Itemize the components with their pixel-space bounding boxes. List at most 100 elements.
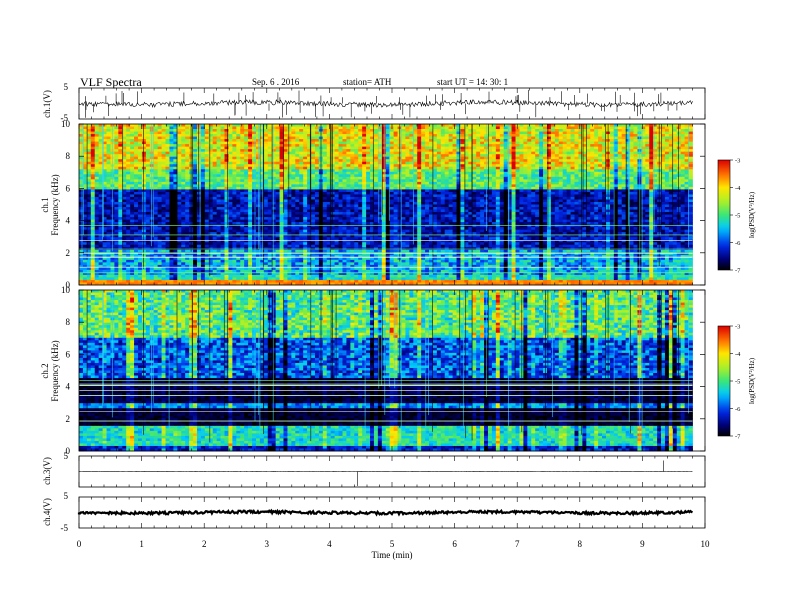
ch1-spectrogram-cell (625, 129, 630, 132)
ch1-spectrogram-cell (436, 136, 442, 140)
ch1-spectrogram-cell (157, 196, 162, 200)
ch1-spectrogram-cell (137, 181, 143, 185)
ch1-spectrogram-cell (299, 161, 304, 165)
ch1-spectrogram-cell (118, 154, 123, 158)
ch1-spectrogram-cell (649, 131, 654, 135)
ch1-spectrogram-cell (480, 126, 485, 130)
ch1-spectrogram-cell (82, 129, 88, 132)
ch1-spectrogram-cell (161, 194, 166, 198)
ch1-spectrogram-cell (645, 181, 650, 185)
ch1-spectrogram-cell (602, 141, 607, 145)
ch1-spectrogram-cell (566, 156, 571, 160)
ch1-spectrogram-cell (283, 201, 288, 205)
ch1-spectrogram-cell (259, 171, 265, 175)
ch1-spectrogram-cell (326, 194, 332, 198)
ch1-spectrogram-cell (169, 146, 174, 150)
ch1-spectrogram-cell (157, 124, 162, 127)
ch1-spectrogram-cell (393, 131, 398, 135)
ch1-spectrogram-cell (322, 186, 328, 190)
ch1-spectrogram-cell (350, 124, 355, 127)
ch1-spectrogram-cell (169, 181, 174, 185)
ch1-spectrogram-cell (134, 149, 139, 153)
ch1-spectrogram-cell (429, 126, 434, 130)
ch1-spectrogram-cell (550, 184, 556, 188)
ch1-spectrogram-cell (350, 194, 355, 198)
ch1-spectrogram-cell (358, 201, 363, 205)
ch1-spectrogram-cell (122, 189, 127, 193)
ch1-spectrogram-cell (476, 136, 481, 140)
ch1-spectrogram-cell (653, 199, 658, 203)
ch1-spectrogram-cell (515, 174, 520, 178)
ch1-spectrogram-cell (106, 174, 111, 178)
ch1-spectrogram-cell (456, 186, 461, 190)
ch1-spectrogram-cell (566, 139, 571, 143)
ch1-spectrogram-cell (590, 176, 595, 180)
ch1-spectrogram-cell (165, 164, 170, 168)
ch1-spectrogram-cell (562, 124, 568, 127)
ch1-spectrogram-cell (275, 196, 280, 200)
ch1-spectrogram-cell (381, 184, 387, 188)
ch1-spectrogram-cell (303, 126, 308, 130)
ch1-spectrogram-cell (664, 126, 670, 130)
ch1-spectrogram-cell (271, 149, 277, 153)
ch1-spectrogram-cell (338, 164, 343, 168)
ch1-spectrogram-cell (495, 124, 501, 127)
ch1-spectrogram-cell (558, 176, 564, 180)
ch1-spectrogram-cell (385, 189, 391, 193)
ch1-spectrogram-cell (621, 161, 627, 165)
ch1-spectrogram-cell (314, 181, 320, 185)
ch1-spectrogram-cell (539, 124, 544, 127)
ch1-spectrogram-cell (405, 191, 410, 195)
ch1-spectrogram-cell (480, 176, 485, 180)
ch1-spectrogram-cell (531, 136, 536, 140)
ch1-spectrogram-cell (550, 149, 556, 153)
ch1-spectrogram-cell (122, 176, 127, 180)
ch1-spectrogram-cell (204, 186, 210, 190)
ch1-spectrogram-cell (228, 166, 233, 170)
ch1-spectrogram-cell (161, 196, 166, 200)
ch1-spectrogram-cell (240, 174, 245, 178)
ch1-spectrogram-cell (291, 164, 296, 168)
ch1-spectrogram-cell (527, 184, 532, 188)
ch1-spectrogram-cell (200, 146, 206, 150)
ch1-spectrogram-cell (130, 129, 135, 132)
ch1-spectrogram-cell (283, 141, 288, 145)
ch1-spectrogram-cell (499, 169, 505, 173)
ch1-spectrogram-cell (354, 154, 359, 158)
ch1-spectrogram-cell (645, 159, 650, 163)
ch1-spectrogram-cell (598, 131, 603, 135)
ch1-spectrogram-cell (429, 191, 434, 195)
ch1-spectrogram-cell (362, 194, 367, 198)
ch1-spectrogram-cell (373, 199, 379, 203)
ch1-spectrogram-cell (429, 154, 434, 158)
ch1-spectrogram-cell (153, 149, 159, 153)
ch1-spectrogram-cell (519, 151, 524, 155)
ch1-spectrogram-cell (173, 159, 178, 163)
ch1-spectrogram-cell (122, 184, 127, 188)
ch1-spectrogram-cell (507, 164, 512, 168)
ch1-spectrogram-cell (137, 136, 143, 140)
ch1-spectrogram-cell (574, 174, 579, 178)
ch1-spectrogram-cell (649, 176, 654, 180)
ch1-spectrogram-cell (613, 131, 619, 135)
ch1-spectrogram-cell (287, 189, 292, 193)
ch1-spectrogram-cell (444, 131, 450, 135)
ch1-spectrogram-cell (177, 164, 182, 168)
ch1-spectrogram-cell (590, 164, 595, 168)
ch1-spectrogram-cell (173, 151, 178, 155)
ch1-spectrogram-cell (609, 156, 615, 160)
ch1-spectrogram-cell (425, 184, 430, 188)
ch1-spectrogram-cell (240, 154, 245, 158)
ch1-spectrogram-cell (200, 129, 206, 132)
ch1-spectrogram-cell (299, 156, 304, 160)
ch1-spectrogram-cell (625, 151, 630, 155)
ch1-spectrogram-cell (401, 171, 406, 175)
ch1-spectrogram-cell (653, 124, 658, 127)
ch1-spectrogram-cell (130, 171, 135, 175)
ch1-spectrogram-cell (578, 179, 583, 183)
ch1-spectrogram-cell (157, 191, 162, 195)
ch1-spectrogram-cell (554, 169, 560, 173)
ch1-spectrogram-cell (248, 144, 253, 148)
ch1-spectrogram-cell (334, 179, 339, 183)
ch1-spectrogram-cell (527, 154, 532, 158)
